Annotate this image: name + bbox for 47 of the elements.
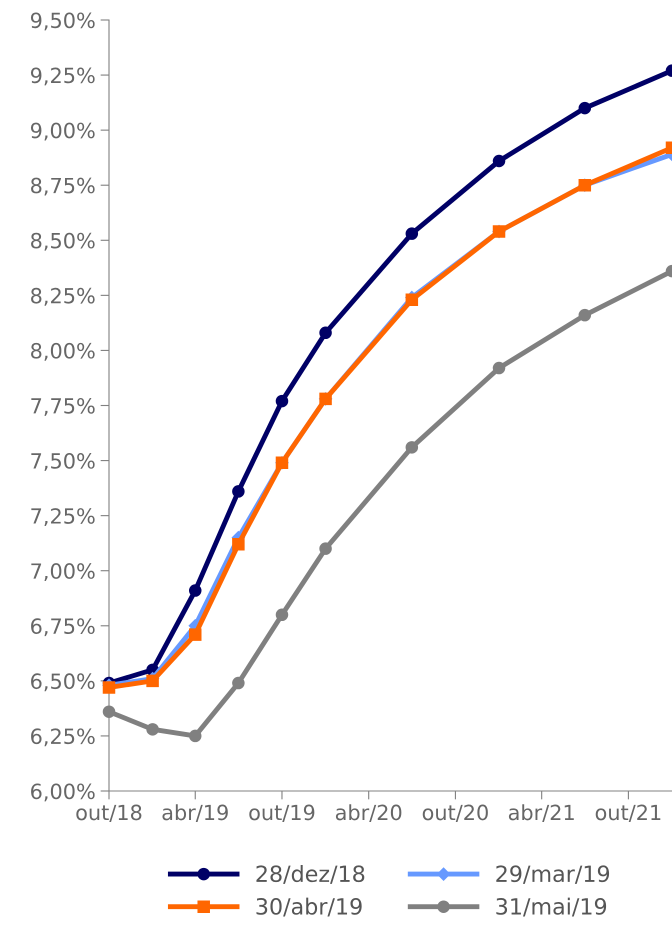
x-tick-label: abr/19 [162, 804, 228, 822]
y-tick-label: 7,25% [31, 508, 95, 526]
point [146, 674, 159, 688]
y-tick-label: 7,00% [31, 563, 95, 582]
y-tick-label: 8,50% [31, 232, 95, 251]
x-tick-label: out/18 [76, 804, 142, 822]
y-tick-label: 8,75% [31, 178, 95, 196]
point [319, 542, 332, 555]
legend-label: 28/dez/18 [256, 864, 364, 884]
x-tick-label: abr/20 [336, 804, 402, 822]
y-tick-label: 8,25% [31, 288, 95, 306]
y-tick-label: 9,25% [30, 68, 95, 86]
point [492, 154, 506, 168]
point [232, 538, 245, 551]
y-tick-label: 6,75% [31, 618, 95, 636]
legend-label: 30/abr/19 [256, 898, 362, 917]
point [406, 441, 418, 454]
y-tick-label: 9,50% [30, 12, 95, 30]
x-tick-label: out/20 [422, 804, 488, 822]
y-tick-label: 6,25% [31, 728, 95, 746]
point [276, 394, 288, 408]
x-tick-label: abr/21 [508, 804, 574, 822]
point [232, 485, 245, 498]
point [578, 102, 592, 114]
point [276, 608, 288, 622]
point [189, 628, 202, 641]
point [146, 723, 159, 736]
legend-label: 31/mai/19 [496, 898, 606, 917]
point [578, 308, 592, 322]
x-tick-label: out/19 [249, 804, 314, 822]
point [189, 584, 202, 597]
point [319, 326, 332, 340]
y-tick-label: 7,75% [31, 398, 95, 416]
y-tick-label: 7,50% [31, 453, 95, 471]
x-tick-label: out/21 [596, 804, 660, 822]
point [492, 362, 506, 374]
legend-label: 29/mar/19 [496, 865, 610, 884]
point [232, 676, 245, 690]
y-tick-label: 6,50% [31, 673, 95, 692]
point [102, 681, 116, 694]
y-tick-label: 8,00% [31, 342, 95, 361]
point [406, 227, 418, 240]
y-tick-label: 6,00% [31, 783, 95, 802]
point [189, 730, 202, 742]
point [406, 294, 418, 306]
y-tick-label: 9,00% [30, 122, 95, 140]
point [102, 705, 116, 718]
